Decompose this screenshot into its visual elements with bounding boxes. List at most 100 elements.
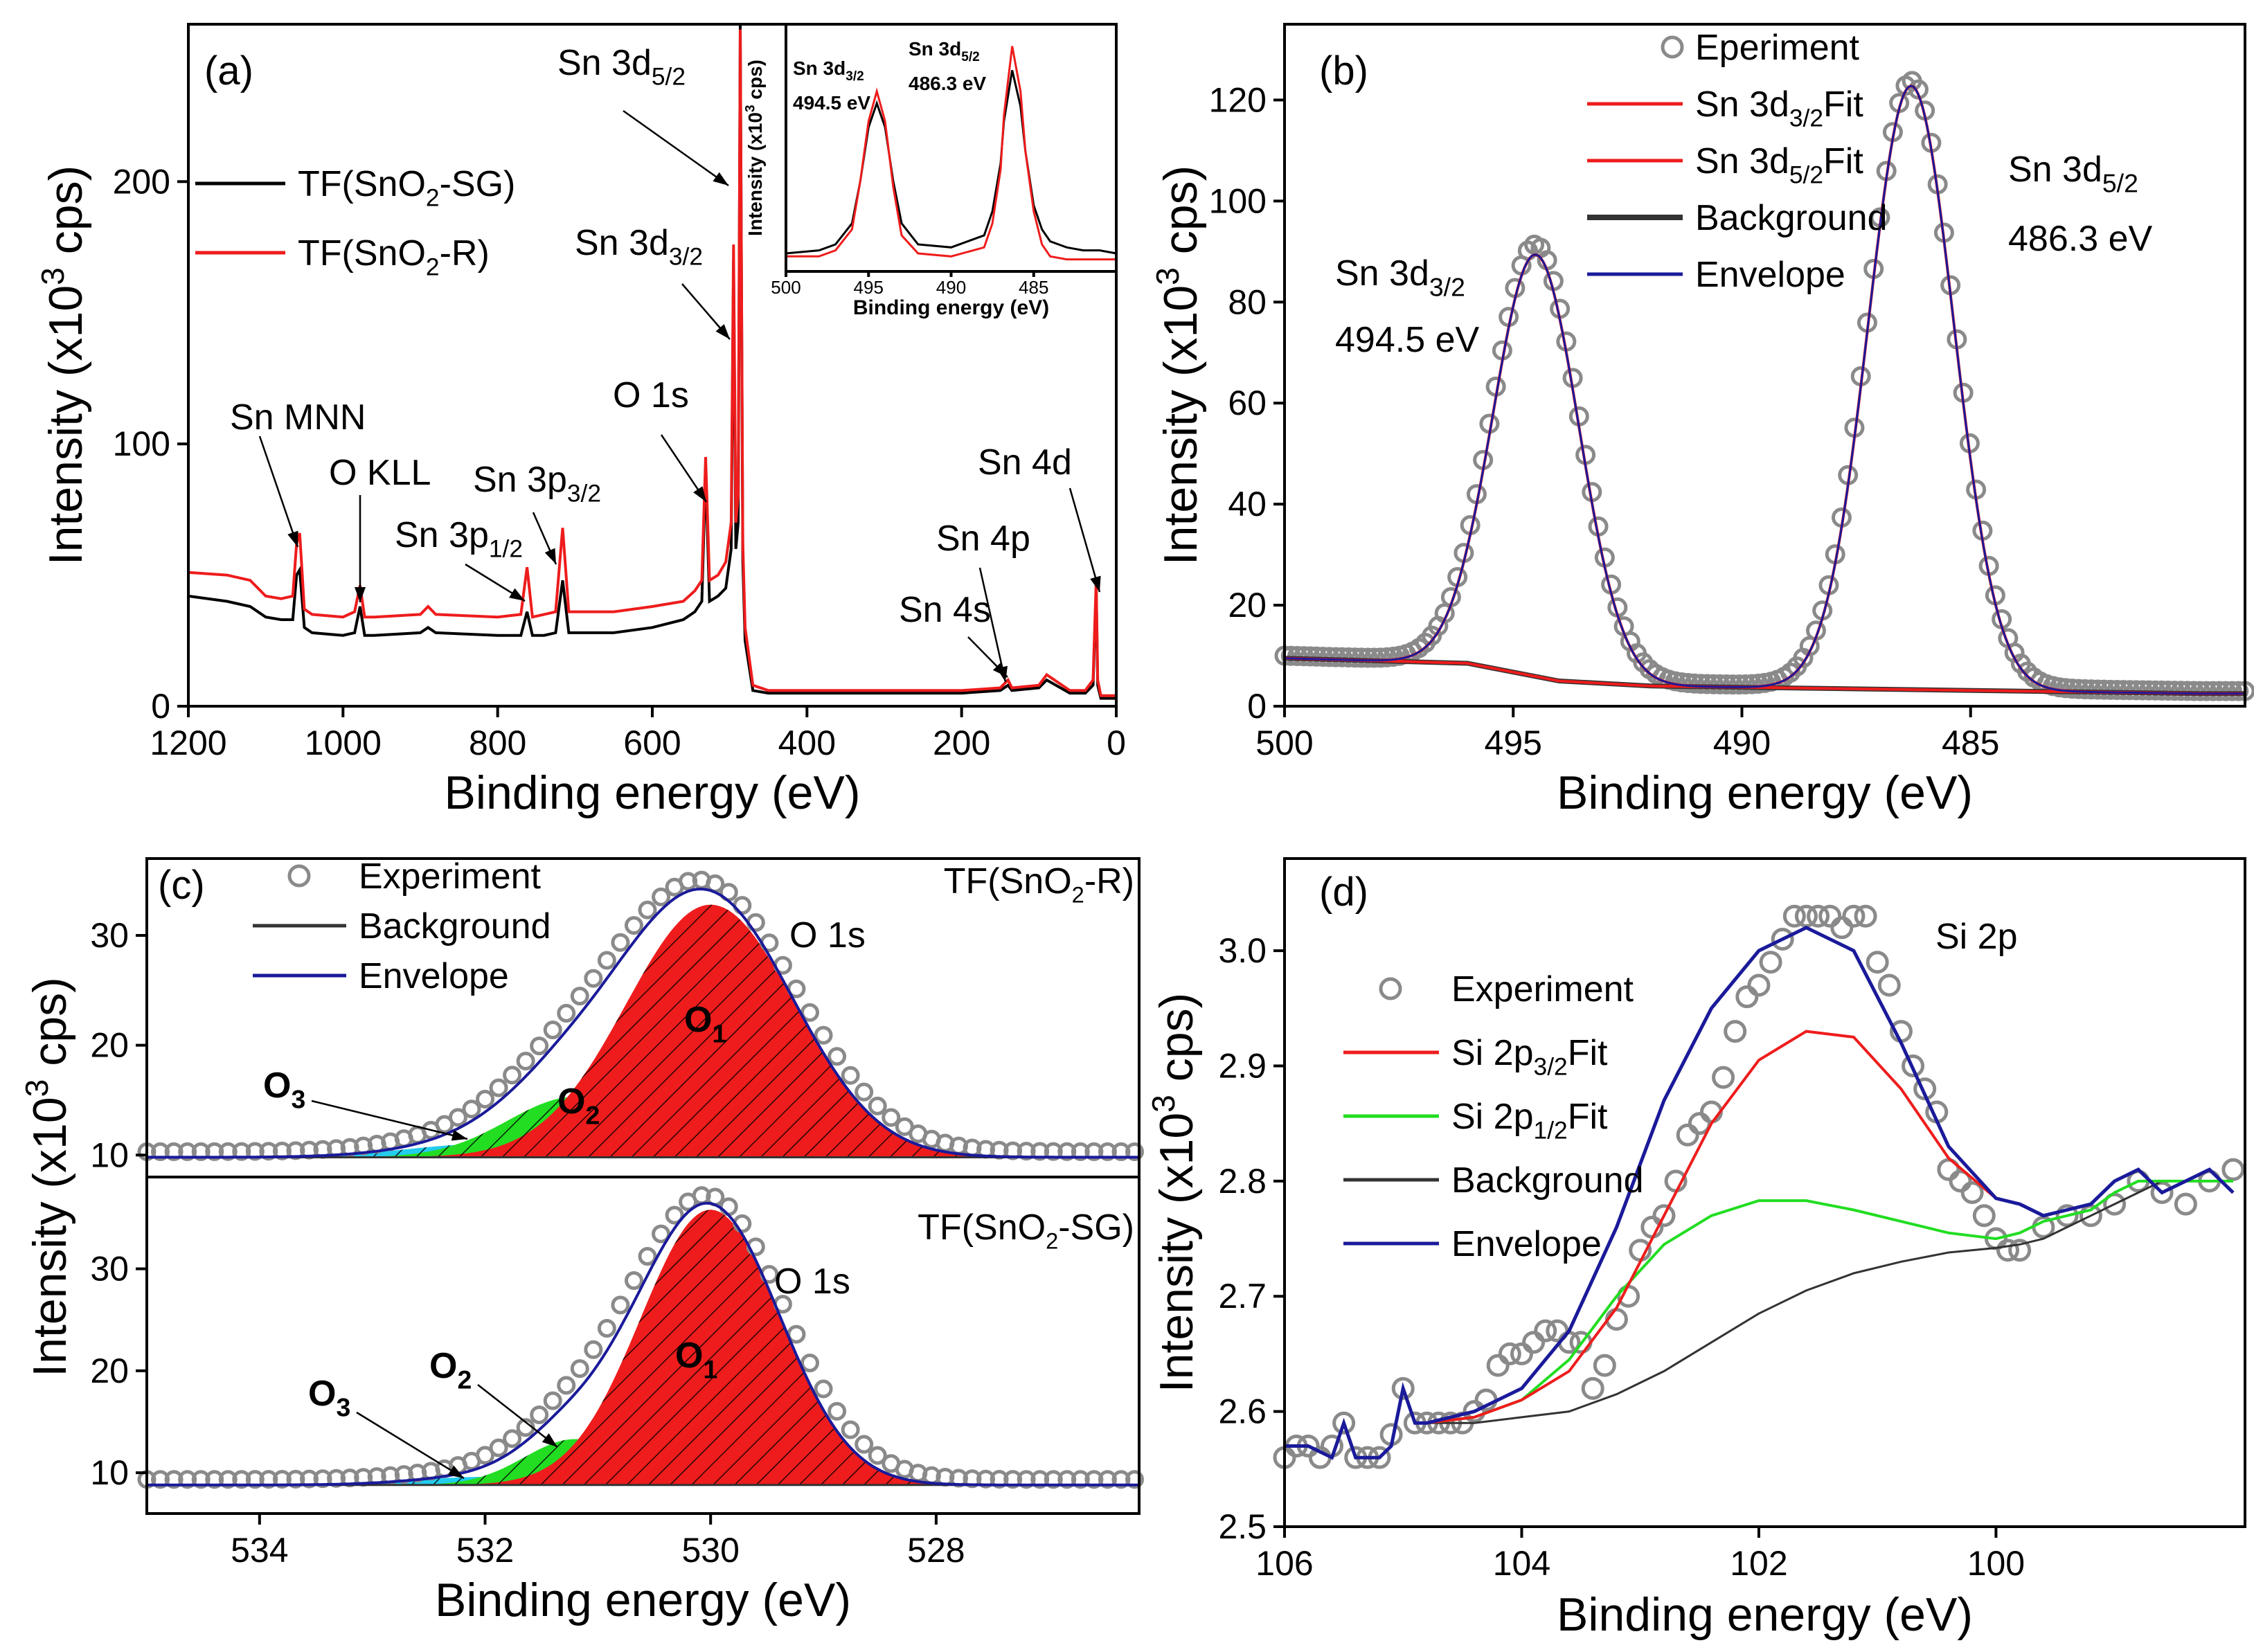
inset-ylabel-text: Intensity (x103 cps) — [743, 60, 766, 236]
experiment-point — [1370, 647, 1391, 668]
peak-annotation-main: Sn 3d — [2008, 150, 2102, 190]
peak-label: O 1s — [774, 1262, 850, 1302]
experiment-point — [1771, 927, 1794, 951]
experiment-point — [2145, 680, 2166, 701]
component-arrow — [477, 1384, 558, 1448]
experiment-point — [1949, 1169, 1972, 1193]
annotation-arrow-head — [715, 324, 730, 339]
legend-label-main: Background — [1451, 1160, 1644, 1201]
peak-annotation: Sn 3p1/2 — [395, 515, 523, 563]
legend-label-sub: 3/2 — [1534, 1054, 1568, 1081]
experiment-point — [1703, 674, 1724, 694]
legend-label: Sn 3d3/2Fit — [1695, 84, 1863, 132]
peak-annotation-main: Sn 4d — [978, 442, 1072, 483]
legend-label-main: Sn 3d — [1695, 141, 1789, 181]
panel-b-ylabel-text: Intensity (x103 cps) — [1150, 165, 1207, 566]
component-label: O3 — [308, 1374, 350, 1421]
experiment-point — [1652, 1204, 1676, 1228]
legend-label-sub: 1/2 — [1534, 1117, 1568, 1144]
experiment-point — [1604, 1308, 1628, 1331]
annotation-arrow-head — [713, 172, 728, 186]
experiment-point — [882, 1108, 901, 1127]
series-line-r — [188, 29, 1116, 697]
experiment-point — [2061, 679, 2082, 699]
panel-b-ylabel: Intensity (x103 cps) — [1150, 165, 1207, 566]
panel-b-sn3d-spectrum: 500 495 490 485 0 20 40 60 80 100 120 Binding energ… — [1150, 23, 2254, 819]
panel-c-ytick-label: 10 — [90, 1135, 129, 1174]
peak-annotation: Sn 4d — [978, 442, 1072, 483]
experiment-point — [2100, 679, 2121, 700]
legend-label: Background — [1451, 1160, 1644, 1201]
panel-b-label: (b) — [1319, 48, 1368, 93]
inset-series-line — [786, 46, 1116, 261]
component-label-sub: 3 — [291, 1084, 305, 1113]
sample-label: TF(SnO2-SG) — [918, 1207, 1134, 1253]
panel-d-xtick-label: 104 — [1493, 1544, 1550, 1583]
annotation-arrow — [258, 436, 299, 548]
annotation-arrow-head — [544, 548, 556, 564]
sample-label-post: -R) — [1084, 861, 1134, 901]
inset-peak-label-main: Sn 3d — [909, 38, 961, 60]
experiment-point — [638, 1247, 657, 1266]
experiment-point — [1486, 1354, 1510, 1377]
experiment-point — [2190, 681, 2210, 701]
sample-label-sub: 2 — [1072, 881, 1084, 907]
panel-d-ytick-label: 2.5 — [1218, 1507, 1267, 1546]
experiment-point — [597, 951, 616, 970]
experiment-point — [2068, 679, 2089, 699]
legend-label: Background — [359, 906, 551, 946]
panel-b-ytick-label: 60 — [1228, 384, 1267, 422]
panel-b-ytick-label: 0 — [1247, 687, 1267, 726]
experiment-point — [1782, 904, 1806, 928]
peak-annotation-sub: 3/2 — [669, 244, 703, 271]
panel-b-xlabel: Binding energy (eV) — [1557, 766, 1973, 819]
panel-d-ytick-label: 3.0 — [1218, 931, 1267, 970]
experiment-point — [1729, 674, 1750, 695]
experiment-point — [1391, 1376, 1415, 1400]
experiment-point — [1710, 674, 1730, 694]
legend-label-main: Si 2p — [1451, 1097, 1534, 1137]
peak-annotation-sub: 3/2 — [567, 481, 601, 508]
inset-xtick-label: 500 — [771, 277, 800, 298]
experiment-point — [1866, 951, 1889, 974]
panel-d-ylabel-text-post: cps) — [1150, 993, 1203, 1095]
experiment-point — [476, 1446, 495, 1465]
experiment-point — [1842, 904, 1866, 928]
panel-b-ylabel-text-sup: 3 — [1150, 267, 1186, 285]
peak-annotation-main: Sn MNN — [230, 397, 366, 438]
fit-1-2-line — [1285, 1179, 2233, 1460]
panel-d-xtick-label: 102 — [1730, 1544, 1787, 1583]
experiment-point — [1735, 674, 1756, 694]
experiment-point — [841, 1066, 860, 1085]
experiment-point — [855, 1435, 874, 1454]
legend-label-post: Fit — [1568, 1097, 1608, 1137]
experiment-point — [1688, 1112, 1711, 1135]
experiment-point — [868, 1446, 887, 1465]
panel-a-ylabel: Intensity (x103 cps) — [35, 165, 92, 566]
experiment-point — [2215, 681, 2236, 701]
component-label: O1 — [684, 1000, 726, 1048]
panel-d-xtick-label: 106 — [1255, 1544, 1313, 1583]
legend-label: Si 2p1/2Fit — [1451, 1097, 1608, 1144]
legend-label: TF(SnO2-R) — [298, 233, 490, 281]
experiment-point — [2055, 678, 2076, 699]
panel-a-xtick-label: 1200 — [150, 724, 226, 762]
experiment-point — [1357, 647, 1378, 668]
experiment-point — [1676, 1123, 1699, 1147]
panel-c-xtick-label: 532 — [456, 1531, 514, 1570]
experiment-point — [1716, 674, 1737, 695]
envelope-line — [147, 1201, 1139, 1487]
experiment-point — [800, 1354, 820, 1373]
peak-annotation-main: Sn 3p — [473, 460, 567, 500]
experiment-point — [1581, 1376, 1604, 1400]
experiment-point — [1735, 985, 1759, 1009]
panel-c-ylabel: Intensity (x103 cps) — [19, 977, 76, 1377]
experiment-point — [2075, 679, 2095, 700]
legend-marker — [1379, 977, 1402, 1000]
peak-annotation-main: Sn 3d — [1335, 253, 1429, 294]
peak-annotation: Sn 3d5/2 — [2008, 150, 2138, 197]
legend-label-main: Si 2p — [1451, 1033, 1534, 1073]
panel-d-xtick-label: 100 — [1967, 1544, 2025, 1583]
